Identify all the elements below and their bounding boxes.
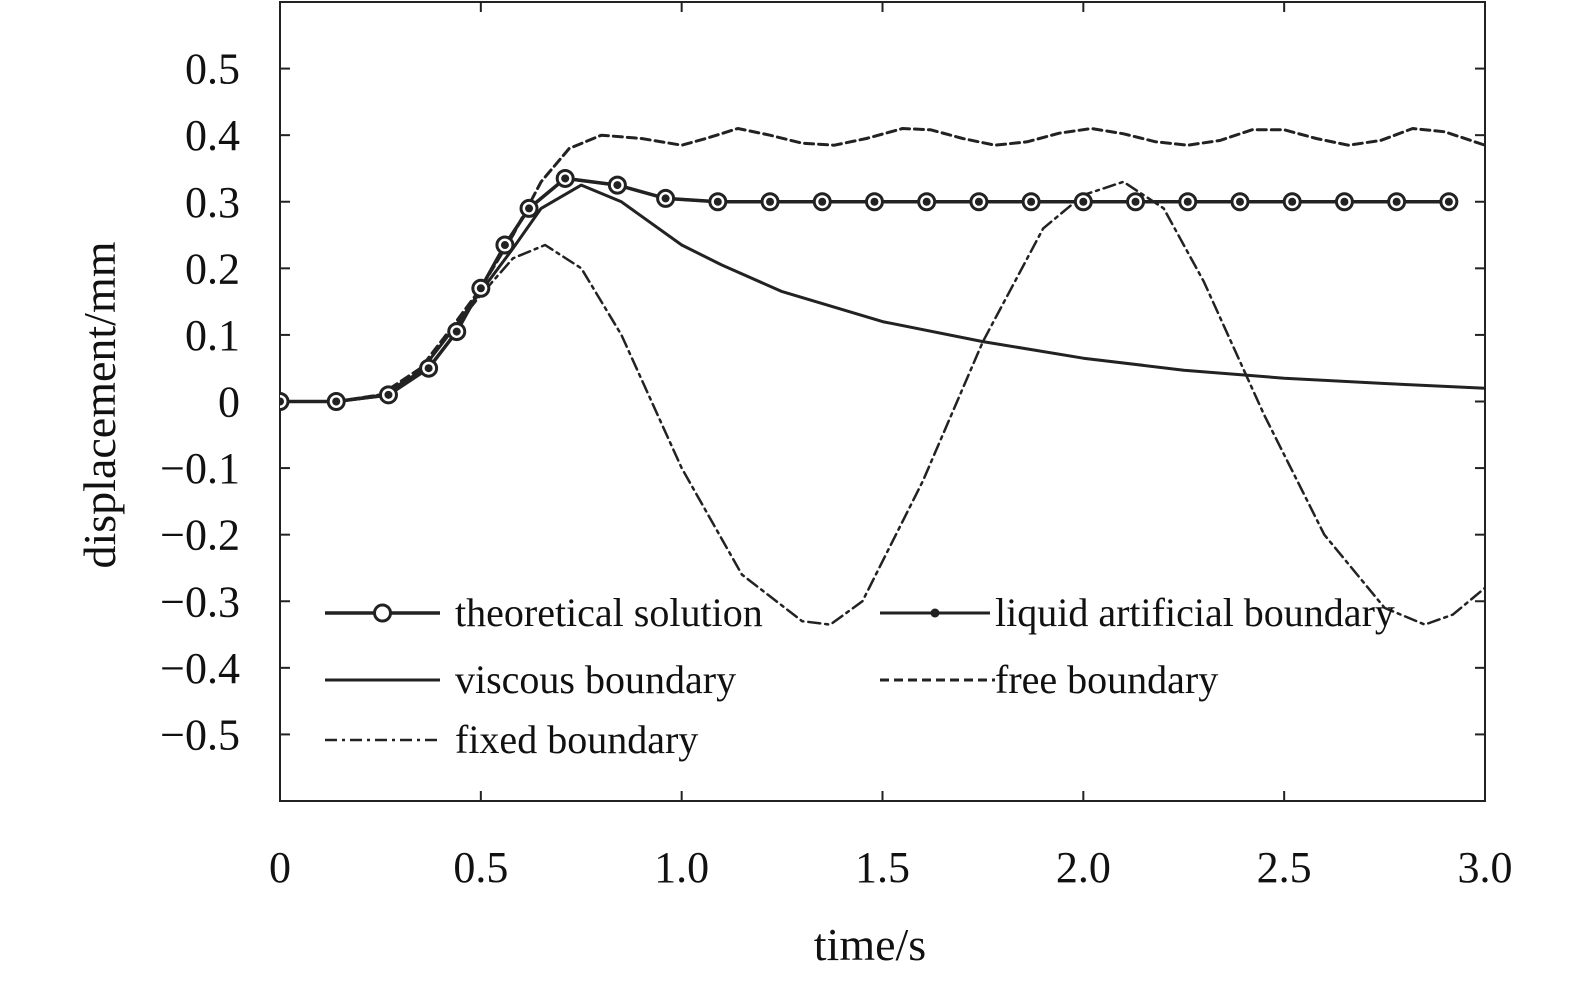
liquid-marker — [1131, 197, 1140, 206]
y-tick-label: −0.1 — [160, 444, 240, 493]
series-line-0 — [280, 176, 1451, 404]
legend-label-4: fixed boundary — [455, 717, 698, 762]
liquid-marker — [1183, 197, 1192, 206]
y-tick-label: 0.3 — [185, 178, 240, 227]
x-tick-label: 2.0 — [1056, 843, 1111, 892]
liquid-marker — [870, 197, 879, 206]
x-tick-label: 1.5 — [855, 843, 910, 892]
liquid-marker — [1444, 197, 1453, 206]
liquid-marker — [974, 197, 983, 206]
liquid-marker — [280, 397, 284, 406]
y-axis-label: displacement/mm — [74, 241, 125, 568]
liquid-marker — [525, 204, 534, 213]
legend-marker-1 — [930, 608, 940, 618]
series-line-3 — [280, 127, 1485, 403]
legend-label-3: free boundary — [995, 657, 1218, 702]
series-line-1 — [280, 176, 1451, 403]
liquid-marker — [424, 364, 433, 373]
y-tick-label: 0.1 — [185, 311, 240, 360]
series-line-4 — [280, 180, 1485, 626]
liquid-marker — [1235, 197, 1244, 206]
liquid-marker — [1392, 197, 1401, 206]
y-tick-label: −0.2 — [160, 511, 240, 560]
y-tick-label: 0 — [218, 378, 240, 427]
liquid-marker — [452, 327, 461, 336]
liquid-marker — [1027, 197, 1036, 206]
x-axis-label: time/s — [814, 919, 926, 970]
liquid-marker — [561, 174, 570, 183]
legend-marker-0 — [373, 603, 392, 623]
x-tick-label: 0 — [269, 843, 291, 892]
liquid-marker — [384, 390, 393, 399]
x-tick-label: 1.0 — [654, 843, 709, 892]
liquid-marker — [476, 284, 485, 293]
liquid-marker — [1079, 197, 1088, 206]
liquid-marker — [713, 197, 722, 206]
x-tick-label: 3.0 — [1458, 843, 1513, 892]
liquid-marker — [500, 241, 509, 250]
liquid-marker — [1340, 197, 1349, 206]
liquid-marker — [766, 197, 775, 206]
series-line-2 — [280, 183, 1485, 403]
liquid-marker — [922, 197, 931, 206]
legend-label-2: viscous boundary — [455, 657, 736, 702]
liquid-marker — [818, 197, 827, 206]
y-tick-label: −0.4 — [160, 644, 240, 693]
y-tick-label: −0.3 — [160, 577, 240, 626]
ticks: 0 0.5 1.0 1.5 2.0 2.5 3.0 0.5 0.4 0.3 0.2 0.1 0 −0.1 −… — [160, 2, 1513, 892]
liquid-marker — [332, 397, 341, 406]
series-layer — [280, 127, 1485, 626]
legend-label-0: theoretical solution — [455, 590, 763, 635]
y-tick-label: −0.5 — [160, 710, 240, 759]
x-tick-label: 2.5 — [1257, 843, 1312, 892]
liquid-marker — [661, 194, 670, 203]
legend: theoretical solution liquid artificial bo… — [325, 590, 1395, 762]
liquid-marker — [613, 181, 622, 190]
liquid-marker — [1288, 197, 1297, 206]
y-tick-label: 0.5 — [185, 45, 240, 94]
y-tick-label: 0.2 — [185, 244, 240, 293]
y-tick-label: 0.4 — [185, 111, 240, 160]
x-tick-label: 0.5 — [453, 843, 508, 892]
legend-label-1: liquid artificial boundary — [995, 590, 1395, 635]
